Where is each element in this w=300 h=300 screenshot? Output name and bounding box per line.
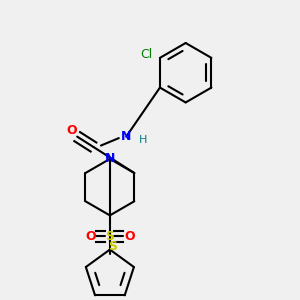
Text: O: O [124,230,134,243]
Text: N: N [105,152,115,165]
Text: H: H [138,135,147,145]
Text: Cl: Cl [140,48,153,62]
Text: N: N [121,130,131,143]
Text: S: S [105,230,114,243]
Text: S: S [108,240,117,253]
Text: O: O [85,230,96,243]
Text: O: O [66,124,76,137]
